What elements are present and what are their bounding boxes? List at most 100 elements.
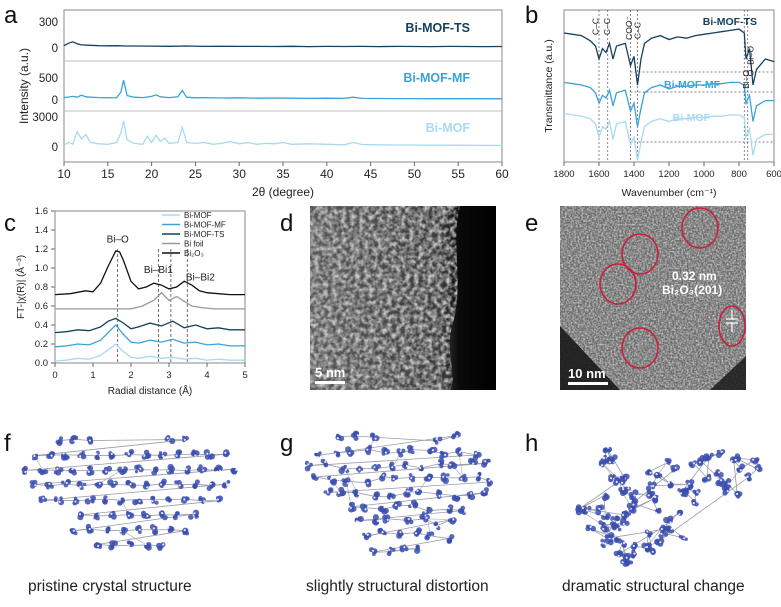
atom xyxy=(336,437,339,440)
atom xyxy=(723,480,729,486)
scale-bar-label-e: 10 nm xyxy=(568,366,606,381)
atom xyxy=(138,500,141,503)
exafs-chart: 0 1 2 3 4 5 0.0 0.2 0.4 0.6 0.8 1.0 1.2 1.4 1.6 Bi-MOF… xyxy=(14,206,248,397)
atom xyxy=(119,530,122,533)
atom xyxy=(91,498,95,502)
exafs-xtick-label: 5 xyxy=(242,370,247,381)
atom xyxy=(446,473,450,477)
atom xyxy=(394,506,399,510)
atom xyxy=(391,466,394,469)
atom xyxy=(158,453,164,459)
atom xyxy=(338,467,345,475)
atom xyxy=(98,482,101,485)
bond xyxy=(351,492,486,508)
ftir-annotation: O–Bi–O xyxy=(745,46,755,77)
atom xyxy=(113,481,116,484)
atom xyxy=(62,452,65,455)
atom xyxy=(667,481,670,484)
atom xyxy=(614,515,621,522)
atom xyxy=(405,492,411,498)
atom xyxy=(37,468,43,474)
atom xyxy=(73,531,78,536)
atom xyxy=(620,481,624,484)
atom xyxy=(175,454,178,457)
atom xyxy=(416,527,422,533)
bond xyxy=(617,527,663,555)
atom xyxy=(339,489,346,497)
atom xyxy=(389,461,395,467)
atom xyxy=(443,453,447,457)
atom xyxy=(58,500,61,503)
atom xyxy=(383,506,386,509)
atom xyxy=(424,510,427,513)
atom xyxy=(434,522,438,526)
bond xyxy=(308,454,477,467)
atom xyxy=(626,502,633,509)
atom xyxy=(654,496,657,499)
ftir-series-label-mof: Bi-MOF xyxy=(673,112,711,124)
atom xyxy=(616,550,623,556)
ftir-ylabel: Transmittance (a.u.) xyxy=(543,39,555,133)
atom xyxy=(124,452,128,456)
atom xyxy=(586,509,589,512)
atom xyxy=(335,452,341,458)
exafs-xtick-label: 4 xyxy=(204,370,209,381)
atom xyxy=(452,518,455,521)
atom xyxy=(174,480,179,485)
atom xyxy=(334,452,337,455)
atom xyxy=(670,464,677,471)
atom xyxy=(660,528,663,531)
atom xyxy=(73,439,76,442)
atom xyxy=(78,513,82,516)
atom xyxy=(446,538,453,544)
atom xyxy=(316,475,319,478)
atom xyxy=(606,534,611,539)
atom xyxy=(720,450,723,453)
atom xyxy=(151,500,154,503)
atom xyxy=(602,524,606,528)
atom xyxy=(410,504,413,507)
atom xyxy=(60,452,67,459)
atom xyxy=(658,533,664,539)
atom xyxy=(456,496,461,501)
atom xyxy=(344,468,347,471)
atom xyxy=(599,459,604,465)
atom xyxy=(105,470,108,473)
bond xyxy=(122,530,147,546)
atom xyxy=(193,512,196,515)
xrd-xtick-label: 20 xyxy=(145,167,159,181)
atom xyxy=(152,527,155,530)
xrd-ytick-label: 0 xyxy=(52,142,58,154)
atom xyxy=(608,461,611,464)
atom xyxy=(102,499,108,505)
atom xyxy=(101,469,107,474)
atom xyxy=(406,490,409,493)
structure-slight-distortion xyxy=(304,430,493,557)
atom xyxy=(198,464,203,469)
atom xyxy=(665,525,672,532)
atom xyxy=(127,452,130,456)
atom xyxy=(97,544,100,547)
xrd-ytick-label: 3000 xyxy=(32,112,58,124)
atom xyxy=(425,535,430,539)
atom xyxy=(428,531,435,537)
atom xyxy=(72,529,75,532)
atom xyxy=(383,448,390,455)
atom xyxy=(206,486,212,491)
atom xyxy=(447,507,450,510)
atom xyxy=(633,494,636,497)
atom xyxy=(307,463,310,466)
atom xyxy=(38,498,44,504)
atom xyxy=(376,519,379,523)
atom xyxy=(654,511,658,514)
atom xyxy=(469,492,473,495)
atom xyxy=(622,544,627,548)
atom xyxy=(449,463,452,466)
atom xyxy=(603,513,606,517)
atom xyxy=(138,528,141,531)
atom xyxy=(657,507,662,511)
atom xyxy=(649,471,652,474)
bond xyxy=(426,510,431,536)
atom xyxy=(431,446,438,453)
